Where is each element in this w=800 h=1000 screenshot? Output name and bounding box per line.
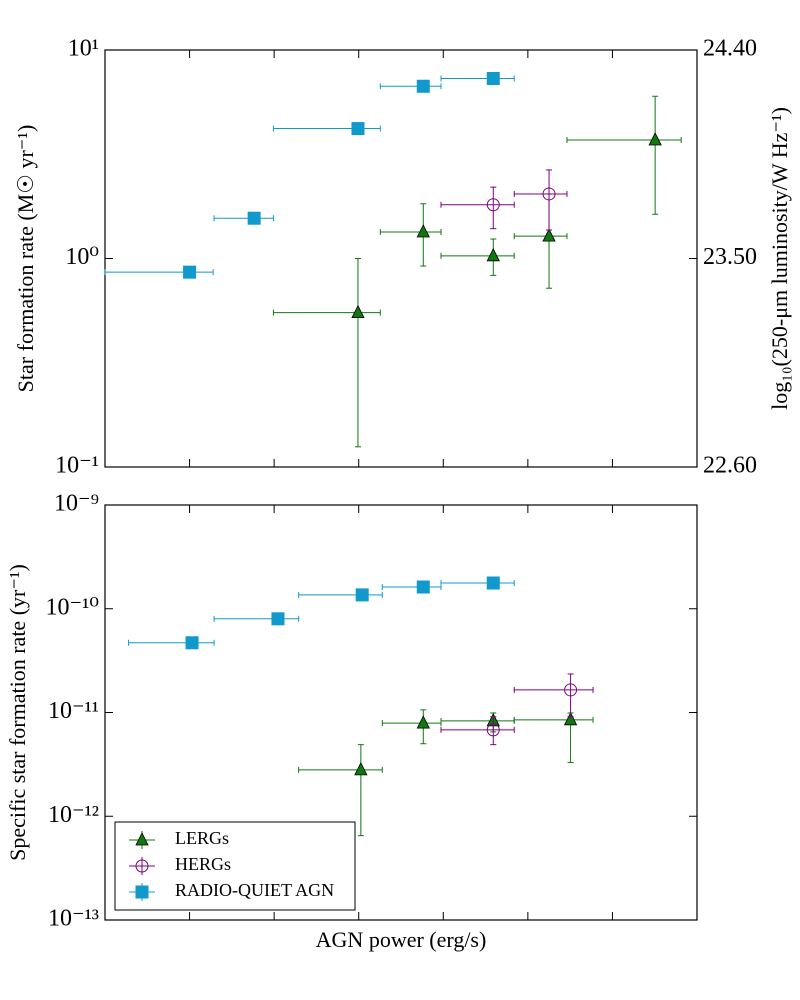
marker [247, 211, 261, 225]
legend-marker [135, 885, 149, 899]
y-tick-label: 10⁻¹² [48, 802, 99, 828]
marker [416, 580, 430, 594]
marker [486, 723, 500, 737]
y-tick-label: 10⁻¹³ [48, 906, 99, 932]
marker [351, 304, 365, 319]
y-axis-label: Specific star formation rate (yr⁻¹) [5, 564, 30, 861]
legend-label: LERGs [175, 828, 229, 848]
marker [486, 247, 500, 262]
y2-tick-label: 24.40 [703, 36, 757, 62]
marker [183, 265, 197, 279]
y-tick-label: 10¹ [68, 36, 99, 62]
x-axis-label: AGN power (erg/s) [316, 927, 487, 952]
y-axis-label: Star formation rate (M☉ yr⁻¹) [13, 125, 38, 393]
y-tick-label: 10⁻¹ [55, 453, 99, 479]
y2-tick-label: 22.60 [703, 453, 757, 479]
plot-frame [104, 49, 698, 468]
marker [351, 122, 365, 136]
marker [416, 79, 430, 93]
marker [542, 228, 556, 242]
marker [486, 198, 500, 212]
y2-tick-label: 23.50 [703, 244, 757, 270]
legend-label: RADIO-QUIET AGN [175, 880, 334, 900]
y-tick-label: 10⁻¹⁰ [46, 594, 99, 620]
marker [486, 576, 500, 590]
marker [416, 224, 430, 238]
marker [355, 588, 369, 602]
legend-label: HERGs [175, 854, 231, 874]
y-tick-label: 10⁻⁹ [54, 491, 99, 517]
marker [648, 132, 662, 146]
marker [564, 683, 578, 697]
marker [563, 711, 578, 726]
marker [542, 187, 556, 201]
marker [185, 636, 199, 650]
y2-axis-label: log₁₀(250-μm luminosity/W Hz⁻¹) [767, 107, 792, 410]
legend-marker [135, 859, 149, 873]
y-tick-label: 10⁰ [65, 244, 99, 270]
marker [271, 612, 285, 626]
marker [354, 761, 368, 776]
marker [486, 71, 500, 85]
marker [416, 715, 430, 729]
legend-marker [135, 832, 149, 846]
y-tick-label: 10⁻¹¹ [48, 698, 99, 724]
